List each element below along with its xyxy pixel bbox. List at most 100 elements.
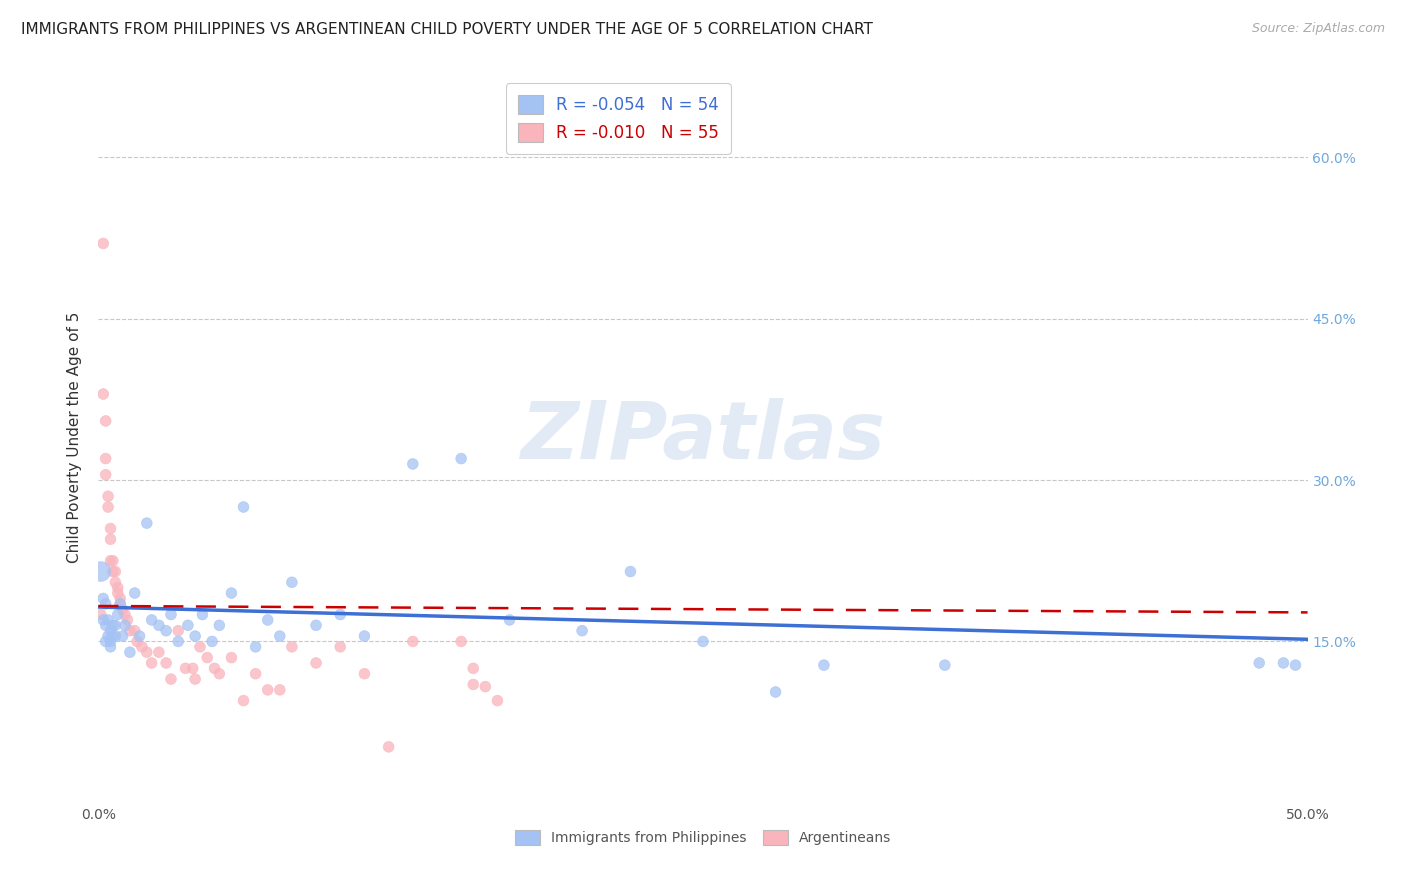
Point	[1284, 658, 1306, 673]
Point	[108, 591, 131, 606]
Point	[765, 685, 787, 699]
Point	[107, 586, 129, 600]
Point	[90, 607, 112, 622]
Point	[305, 618, 328, 632]
Point	[221, 650, 243, 665]
Point	[329, 607, 352, 622]
Point	[128, 629, 150, 643]
Point	[174, 661, 197, 675]
Point	[97, 500, 120, 514]
Point	[450, 634, 472, 648]
Point	[100, 554, 122, 568]
Point	[201, 634, 224, 648]
Point	[208, 666, 231, 681]
Point	[463, 661, 485, 675]
Point	[498, 613, 520, 627]
Point	[100, 533, 122, 547]
Point	[571, 624, 593, 638]
Point	[232, 500, 254, 514]
Point	[100, 634, 122, 648]
Point	[108, 597, 131, 611]
Point	[813, 658, 835, 673]
Point	[104, 618, 127, 632]
Point	[353, 629, 375, 643]
Point	[124, 586, 146, 600]
Point	[91, 613, 114, 627]
Point	[619, 565, 641, 579]
Point	[94, 634, 117, 648]
Point	[245, 640, 267, 654]
Point	[135, 516, 157, 530]
Point	[1249, 656, 1271, 670]
Point	[117, 613, 139, 627]
Point	[1272, 656, 1295, 670]
Point	[281, 640, 304, 654]
Point	[97, 489, 120, 503]
Legend: Immigrants from Philippines, Argentineans: Immigrants from Philippines, Argentinean…	[509, 825, 897, 851]
Point	[155, 656, 177, 670]
Point	[256, 613, 278, 627]
Point	[94, 414, 117, 428]
Point	[100, 624, 122, 638]
Point	[305, 656, 328, 670]
Point	[377, 739, 399, 754]
Point	[184, 629, 207, 643]
Point	[155, 624, 177, 638]
Point	[124, 624, 146, 638]
Point	[104, 629, 127, 643]
Point	[692, 634, 714, 648]
Point	[114, 607, 136, 622]
Point	[91, 387, 114, 401]
Point	[486, 693, 509, 707]
Point	[329, 640, 352, 654]
Point	[118, 645, 141, 659]
Point	[245, 666, 267, 681]
Point	[160, 607, 183, 622]
Point	[141, 656, 163, 670]
Point	[114, 618, 136, 632]
Point	[118, 624, 141, 638]
Y-axis label: Child Poverty Under the Age of 5: Child Poverty Under the Age of 5	[67, 311, 83, 563]
Point	[208, 618, 231, 632]
Point	[135, 645, 157, 659]
Point	[167, 634, 190, 648]
Point	[111, 602, 134, 616]
Point	[402, 457, 425, 471]
Point	[204, 661, 226, 675]
Point	[184, 672, 207, 686]
Point	[107, 581, 129, 595]
Point	[91, 591, 114, 606]
Point	[177, 618, 200, 632]
Point	[281, 575, 304, 590]
Point	[94, 618, 117, 632]
Point	[167, 624, 190, 638]
Point	[269, 682, 291, 697]
Point	[97, 629, 120, 643]
Point	[100, 521, 122, 535]
Point	[450, 451, 472, 466]
Text: Source: ZipAtlas.com: Source: ZipAtlas.com	[1251, 22, 1385, 36]
Point	[148, 618, 170, 632]
Point	[402, 634, 425, 648]
Point	[269, 629, 291, 643]
Point	[101, 554, 124, 568]
Point	[104, 575, 127, 590]
Point	[107, 607, 129, 622]
Point	[90, 565, 112, 579]
Point	[160, 672, 183, 686]
Point	[474, 680, 496, 694]
Point	[91, 236, 114, 251]
Text: IMMIGRANTS FROM PHILIPPINES VS ARGENTINEAN CHILD POVERTY UNDER THE AGE OF 5 CORR: IMMIGRANTS FROM PHILIPPINES VS ARGENTINE…	[21, 22, 873, 37]
Point	[148, 645, 170, 659]
Point	[353, 666, 375, 681]
Point	[191, 607, 214, 622]
Point	[256, 682, 278, 697]
Point	[127, 634, 149, 648]
Text: ZIPatlas: ZIPatlas	[520, 398, 886, 476]
Point	[181, 661, 204, 675]
Point	[101, 629, 124, 643]
Point	[100, 640, 122, 654]
Point	[101, 565, 124, 579]
Point	[463, 677, 485, 691]
Point	[188, 640, 211, 654]
